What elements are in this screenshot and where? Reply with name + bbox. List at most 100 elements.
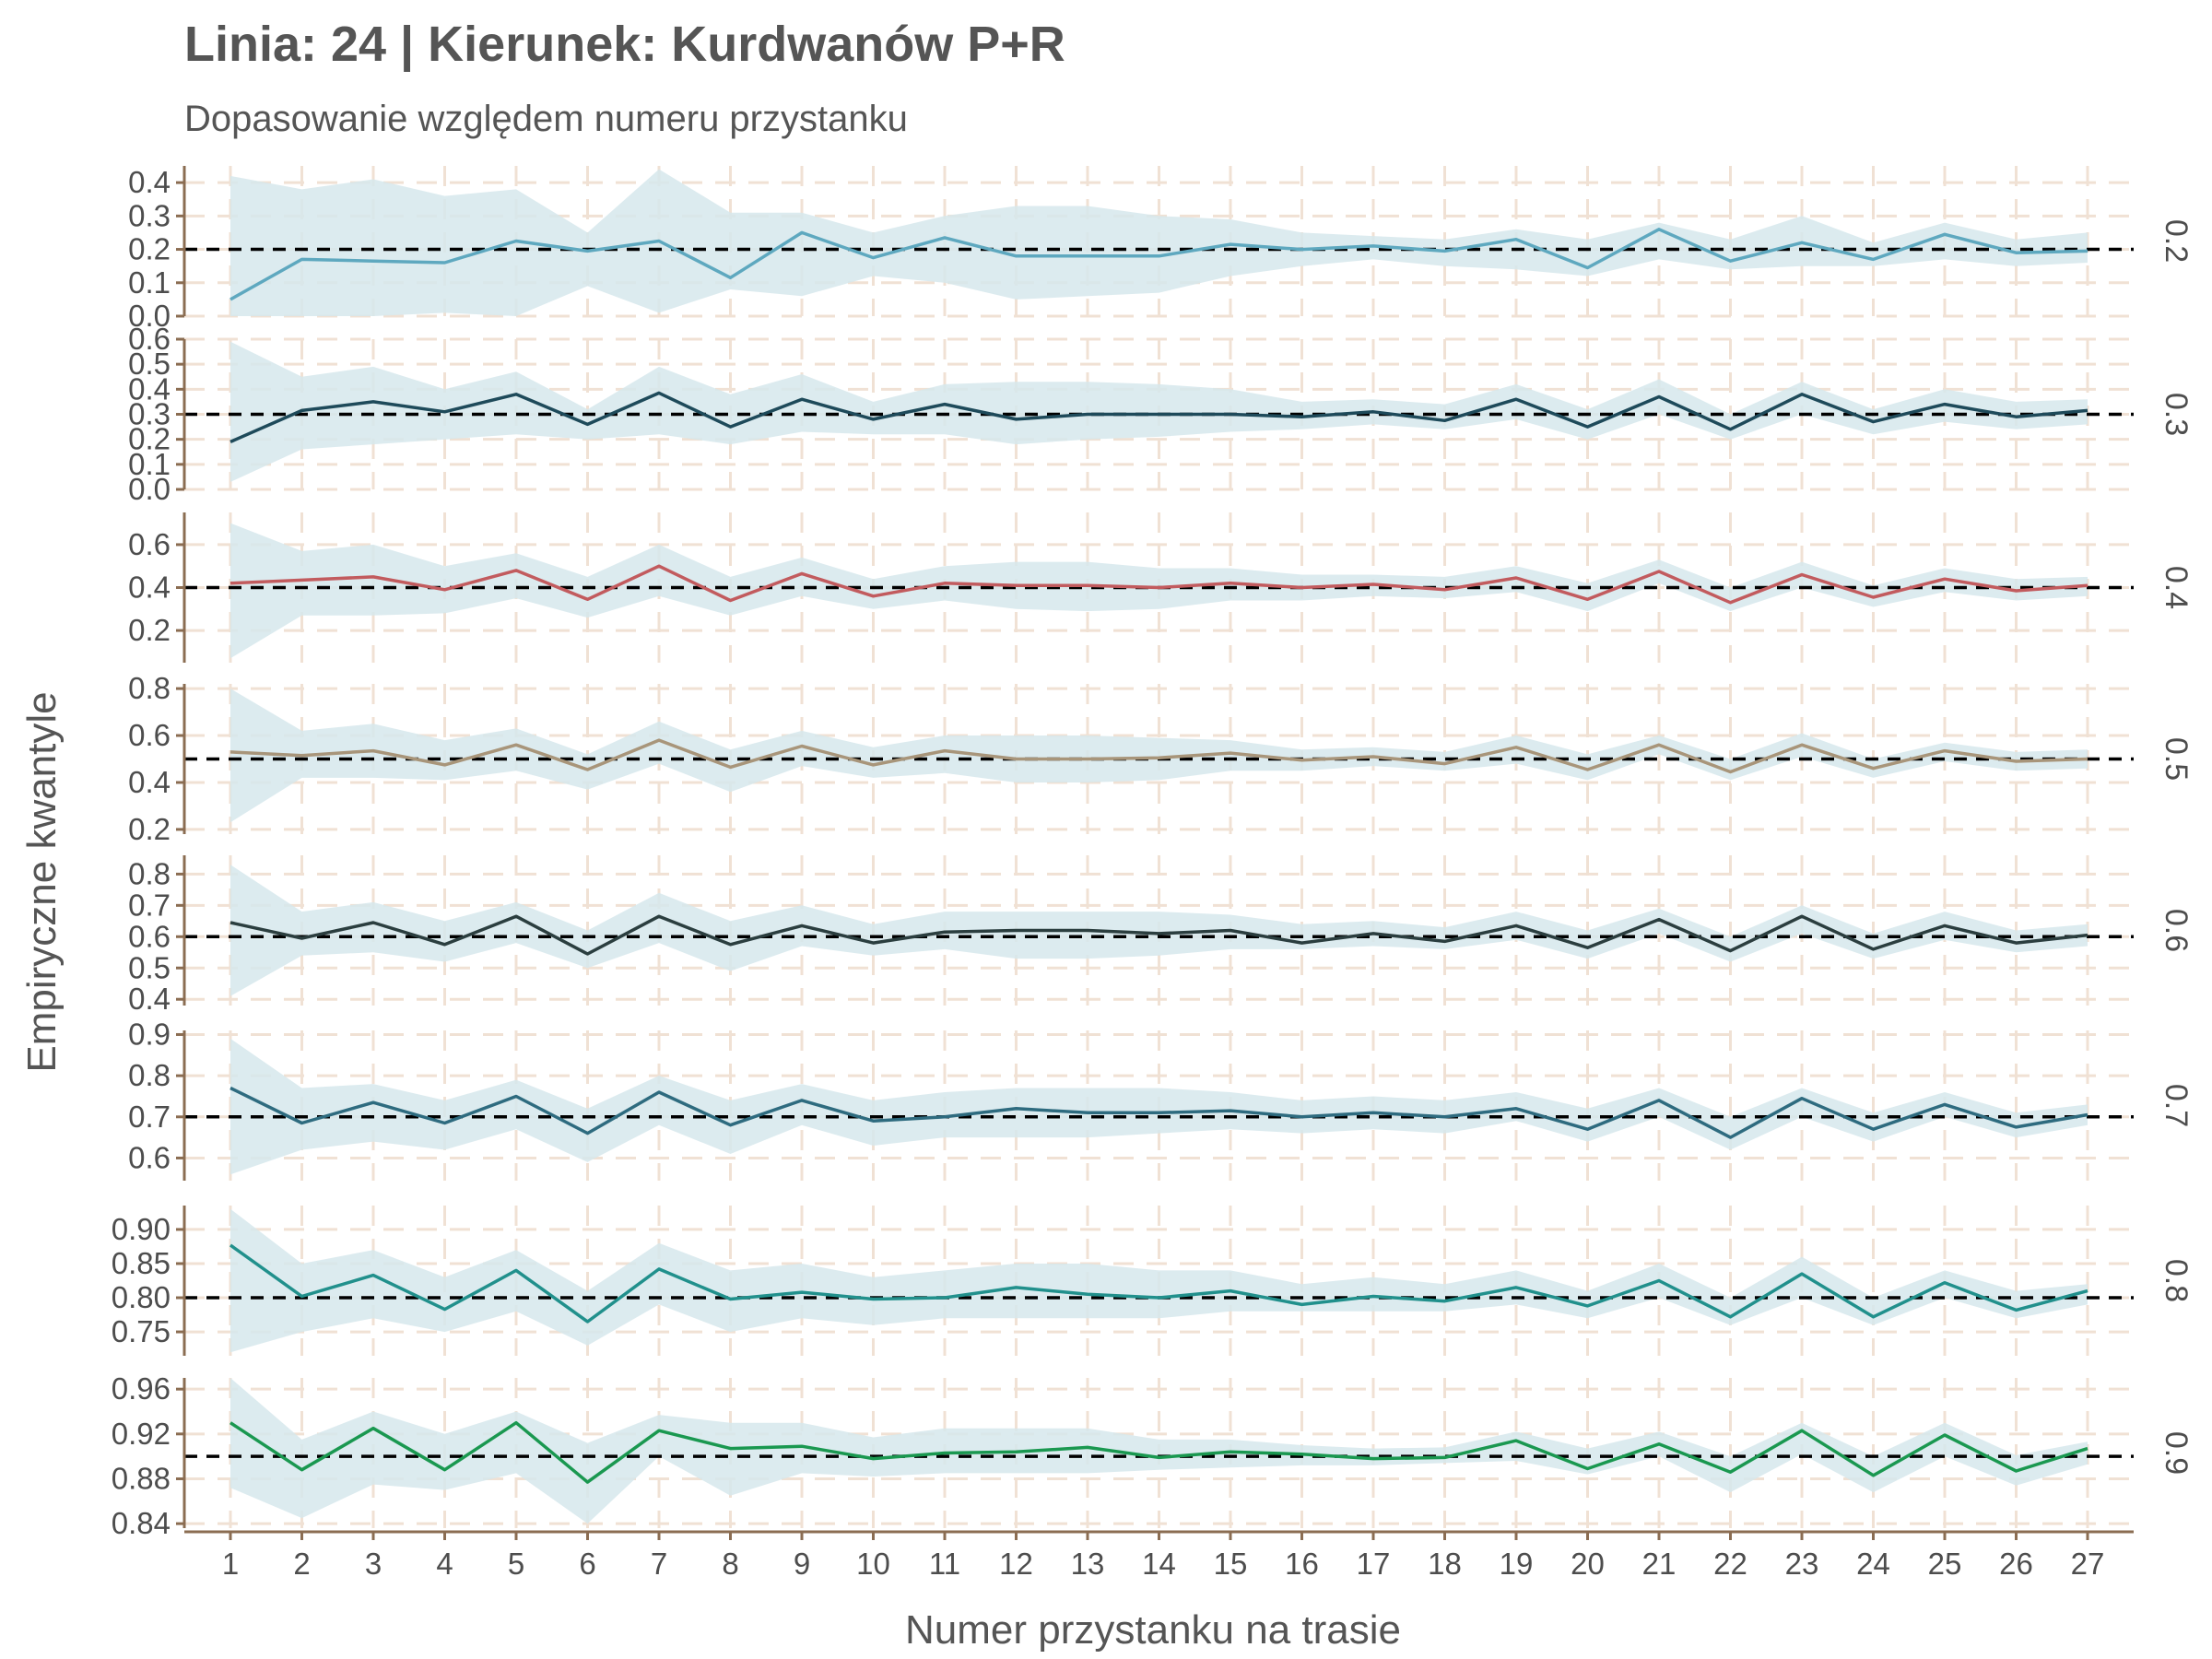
x-tick-label: 19	[1500, 1547, 1534, 1581]
confidence-band	[230, 523, 2088, 659]
x-tick-label: 17	[1357, 1547, 1391, 1581]
confidence-band	[230, 341, 2088, 482]
x-tick-label: 9	[794, 1547, 810, 1581]
y-tick-label: 0.1	[128, 265, 171, 300]
series-line	[229, 564, 2088, 605]
x-tick-label: 2	[293, 1547, 310, 1581]
y-tick-label: 0.8	[128, 671, 171, 705]
y-tick-label: 0.7	[128, 888, 171, 922]
x-tick-label: 8	[722, 1547, 738, 1581]
facet-strip-label: 0.6	[2159, 909, 2194, 952]
series-line	[229, 1086, 2088, 1139]
x-tick-label: 16	[1285, 1547, 1319, 1581]
x-tick-label: 14	[1142, 1547, 1176, 1581]
y-tick-label: 0.4	[128, 371, 171, 406]
y-tick-label: 0.1	[128, 447, 171, 481]
y-tick-label: 0.7	[128, 1100, 171, 1134]
facet-strip-label: 0.4	[2159, 566, 2194, 609]
y-tick-label: 0.90	[112, 1212, 171, 1246]
x-tick-label: 23	[1785, 1547, 1819, 1581]
y-tick-label: 0.3	[128, 198, 171, 232]
x-tick-label: 18	[1428, 1547, 1462, 1581]
x-tick-label: 15	[1214, 1547, 1248, 1581]
x-tick-label: 13	[1071, 1547, 1105, 1581]
x-tick-label: 26	[1999, 1547, 2033, 1581]
x-tick-label: 20	[1571, 1547, 1605, 1581]
y-tick-label: 0.2	[128, 613, 171, 647]
facet-panels: 0.00.10.20.30.40.20.00.10.20.30.40.50.60…	[112, 165, 2194, 1540]
y-tick-label: 0.0	[128, 299, 171, 333]
chart-title: Linia: 24 | Kierunek: Kurdwanów P+R	[184, 17, 1065, 73]
y-tick-label: 0.8	[128, 856, 171, 890]
y-tick-label: 0.75	[112, 1314, 171, 1348]
y-tick-label: 0.80	[112, 1280, 171, 1314]
x-axis: 1 2 3 4 5 6 7 8 9 10 11 12 13 14 15 16 17 18 19 20 21 22 23 24 2…	[184, 1530, 2134, 1581]
x-tick-label: 6	[579, 1547, 595, 1581]
facet-strip-label: 0.9	[2159, 1431, 2194, 1475]
x-tick-label: 5	[508, 1547, 524, 1581]
confidence-band	[230, 1208, 2088, 1353]
facet-strip-label: 0.8	[2159, 1259, 2194, 1302]
y-tick-label: 0.85	[112, 1246, 171, 1280]
x-tick-label: 24	[1856, 1547, 1890, 1581]
y-tick-label: 0.9	[128, 1017, 171, 1051]
x-tick-label: 27	[2071, 1547, 2105, 1581]
chart-subtitle: Dopasowanie względem numeru przystanku	[184, 99, 908, 139]
x-tick-label: 4	[436, 1547, 453, 1581]
confidence-band	[230, 1378, 2088, 1524]
panel-0.3: 0.00.10.20.30.40.50.60.3	[128, 322, 2194, 506]
confidence-band	[230, 865, 2088, 996]
y-tick-label: 0.4	[128, 982, 171, 1016]
panel-0.9: 0.84 0.88 0.92 0.96 0.9	[112, 1371, 2194, 1540]
confidence-band	[230, 688, 2088, 823]
confidence-band	[230, 169, 2088, 316]
y-tick-label: 0.2	[128, 422, 171, 456]
x-tick-label: 22	[1713, 1547, 1747, 1581]
y-tick-label: 0.4	[128, 165, 171, 199]
y-tick-label: 0.6	[128, 1140, 171, 1174]
x-tick-label: 12	[999, 1547, 1033, 1581]
y-tick-label: 0.0	[128, 472, 171, 506]
y-tick-label: 0.84	[112, 1506, 171, 1540]
panel-0.5: 0.2 0.4 0.6 0.8 0.5	[128, 671, 2194, 846]
series-line	[229, 1420, 2088, 1484]
y-tick-label: 0.5	[128, 950, 171, 984]
panel-0.7: 0.6 0.7 0.8 0.9 0.7	[128, 1017, 2194, 1181]
y-tick-label: 0.5	[128, 347, 171, 381]
panel-0.4: 0.2 0.4 0.6 0.4	[128, 512, 2194, 663]
facet-strip-label: 0.3	[2159, 393, 2194, 436]
series-line	[229, 914, 2088, 956]
facet-strip-label: 0.7	[2159, 1084, 2194, 1127]
y-tick-label: 0.6	[128, 919, 171, 953]
y-tick-label: 0.8	[128, 1058, 171, 1092]
y-tick-label: 0.6	[128, 718, 171, 752]
series-line	[229, 391, 2088, 444]
confidence-band	[230, 1038, 2088, 1175]
y-axis-title: Empiryczne kwantyle	[19, 691, 65, 1072]
panel-0.8: 0.750.800.850.90 0.8	[112, 1206, 2194, 1356]
x-tick-label: 25	[1928, 1547, 1962, 1581]
y-tick-label: 0.6	[128, 527, 171, 561]
series-line	[229, 1243, 2088, 1324]
y-tick-label: 0.6	[128, 322, 171, 356]
series-line	[229, 228, 2088, 301]
y-tick-label: 0.2	[128, 232, 171, 266]
x-tick-label: 3	[365, 1547, 382, 1581]
panel-0.6: 0.40.50.60.70.80.6	[128, 855, 2194, 1016]
y-tick-label: 0.4	[128, 765, 171, 799]
y-tick-label: 0.92	[112, 1417, 171, 1451]
x-tick-label: 10	[856, 1547, 890, 1581]
y-tick-label: 0.88	[112, 1461, 171, 1495]
series-line	[229, 738, 2088, 774]
y-tick-label: 0.3	[128, 397, 171, 431]
x-tick-label: 21	[1642, 1547, 1677, 1581]
y-tick-label: 0.2	[128, 812, 171, 846]
facet-strip-label: 0.5	[2159, 737, 2194, 781]
panel-0.2: 0.00.10.20.30.40.2	[128, 165, 2194, 333]
x-tick-label: 1	[222, 1547, 239, 1581]
x-tick-label: 7	[651, 1547, 667, 1581]
y-tick-label: 0.96	[112, 1371, 171, 1406]
facet-strip-label: 0.2	[2159, 219, 2194, 263]
x-axis-title: Numer przystanku na trasie	[905, 1607, 1401, 1653]
